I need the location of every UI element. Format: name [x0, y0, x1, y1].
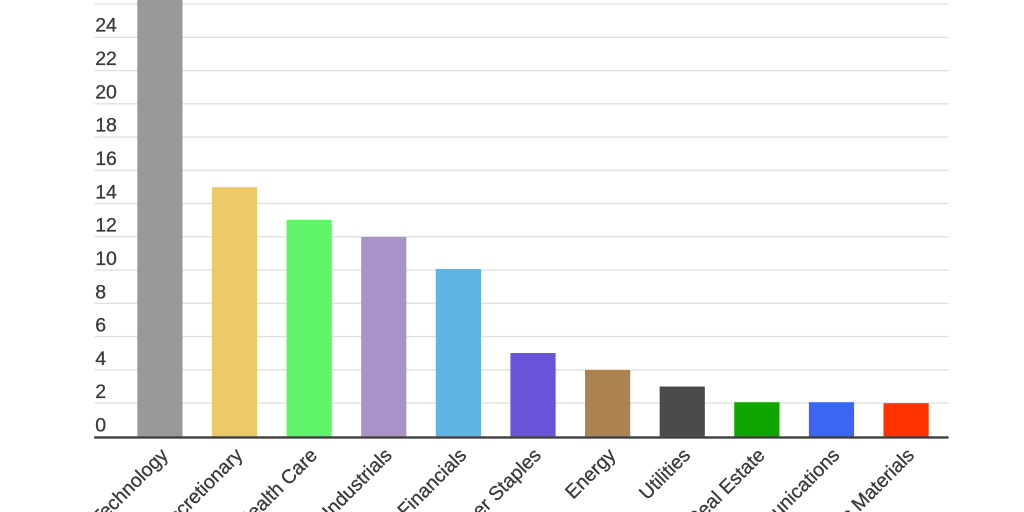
- svg-text:2: 2: [95, 381, 106, 403]
- svg-text:6: 6: [95, 315, 106, 337]
- svg-text:24: 24: [95, 15, 117, 37]
- svg-text:14: 14: [95, 181, 117, 203]
- svg-text:16: 16: [95, 148, 117, 170]
- svg-text:18: 18: [95, 115, 117, 137]
- svg-text:22: 22: [95, 48, 117, 70]
- svg-text:12: 12: [95, 215, 117, 237]
- svg-text:8: 8: [95, 281, 106, 303]
- svg-text:4: 4: [95, 348, 106, 370]
- svg-text:10: 10: [95, 248, 117, 270]
- svg-text:20: 20: [95, 81, 117, 103]
- svg-text:0: 0: [95, 415, 106, 437]
